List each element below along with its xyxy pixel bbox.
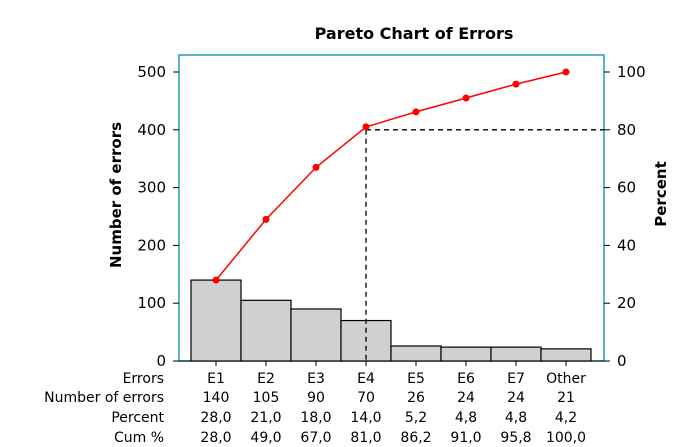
y2-tick-label: 80 <box>617 121 636 139</box>
y-tick-label: 300 <box>137 179 166 197</box>
table-cell-category: E6 <box>457 371 475 387</box>
cumulative-line <box>215 71 567 281</box>
bar <box>440 346 492 362</box>
y2-tick-label: 100 <box>617 63 646 81</box>
table-cell-cum-percent: 81,0 <box>350 430 381 446</box>
bar <box>240 299 292 362</box>
table-row-label-cum: Cum % <box>114 430 164 446</box>
cumulative-point <box>512 80 520 88</box>
table-cell-category: E4 <box>357 371 375 387</box>
bar <box>390 345 442 362</box>
y2-tick-label: 20 <box>617 294 636 312</box>
table-cell-percent: 28,0 <box>200 410 231 426</box>
table-cell-category: Other <box>546 371 586 387</box>
table-cell-count: 26 <box>407 390 425 406</box>
table-cell-cum-percent: 95,8 <box>500 430 531 446</box>
table-cell-cum-percent: 91,0 <box>450 430 481 446</box>
y-tick-label: 500 <box>137 63 166 81</box>
y-tick-label: 100 <box>137 294 166 312</box>
table-cell-percent: 21,0 <box>250 410 281 426</box>
table-cell-percent: 5,2 <box>405 410 427 426</box>
table-cell-cum-percent: 86,2 <box>400 430 431 446</box>
cumulative-point <box>462 94 470 102</box>
y2-tick-label: 60 <box>617 179 636 197</box>
left-axis: 0 100 200 300 400 500 <box>137 63 179 370</box>
cumulative-point <box>212 276 220 284</box>
table-cell-cum-percent: 100,0 <box>546 430 586 446</box>
y-axis-label: Number of errors <box>107 122 125 268</box>
reference-line <box>365 129 604 361</box>
bar <box>540 348 592 362</box>
bar <box>290 308 342 362</box>
y-tick-label: 400 <box>137 121 166 139</box>
table-cell-count: 21 <box>557 390 575 406</box>
data-table: Errors Number of errors Percent Cum % E1 E2 E3… <box>44 371 586 446</box>
bar <box>190 279 242 362</box>
cumulative-point <box>362 123 370 131</box>
table-cell-count: 105 <box>253 390 280 406</box>
right-axis: 0 20 40 60 80 100 <box>604 63 646 370</box>
table-cell-category: E7 <box>507 371 525 387</box>
cumulative-point <box>412 108 420 116</box>
table-row-label-errors: Errors <box>123 371 164 387</box>
y2-axis-label: Percent <box>652 161 670 226</box>
y2-tick-label: 40 <box>617 236 636 254</box>
table-cell-count: 24 <box>507 390 525 406</box>
table-cell-category: E5 <box>407 371 425 387</box>
table-row-label-percent: Percent <box>111 410 164 426</box>
table-cell-count: 90 <box>307 390 325 406</box>
table-cell-percent: 14,0 <box>350 410 381 426</box>
table-cell-category: E3 <box>307 371 325 387</box>
table-cell-category: E2 <box>257 371 275 387</box>
table-row-label-count: Number of errors <box>44 390 164 406</box>
table-cell-percent: 4,8 <box>455 410 477 426</box>
y2-tick-label: 0 <box>617 352 627 370</box>
bar <box>490 346 542 362</box>
table-cell-count: 70 <box>357 390 375 406</box>
table-cell-count: 24 <box>457 390 475 406</box>
table-cell-percent: 18,0 <box>300 410 331 426</box>
table-cell-percent: 4,2 <box>555 410 577 426</box>
cumulative-line-series <box>212 68 570 284</box>
table-cell-cum-percent: 49,0 <box>250 430 281 446</box>
y-tick-label: 200 <box>137 236 166 254</box>
cumulative-point <box>312 163 320 171</box>
table-cell-cum-percent: 28,0 <box>200 430 231 446</box>
table-cell-count: 140 <box>203 390 230 406</box>
table-cell-category: E1 <box>207 371 225 387</box>
table-cell-percent: 4,8 <box>505 410 527 426</box>
cumulative-point <box>562 68 570 76</box>
bar-series <box>179 279 604 366</box>
y-tick-label: 0 <box>156 352 166 370</box>
chart-title: Pareto Chart of Errors <box>315 24 514 43</box>
cumulative-point <box>262 215 270 223</box>
table-cell-cum-percent: 67,0 <box>300 430 331 446</box>
